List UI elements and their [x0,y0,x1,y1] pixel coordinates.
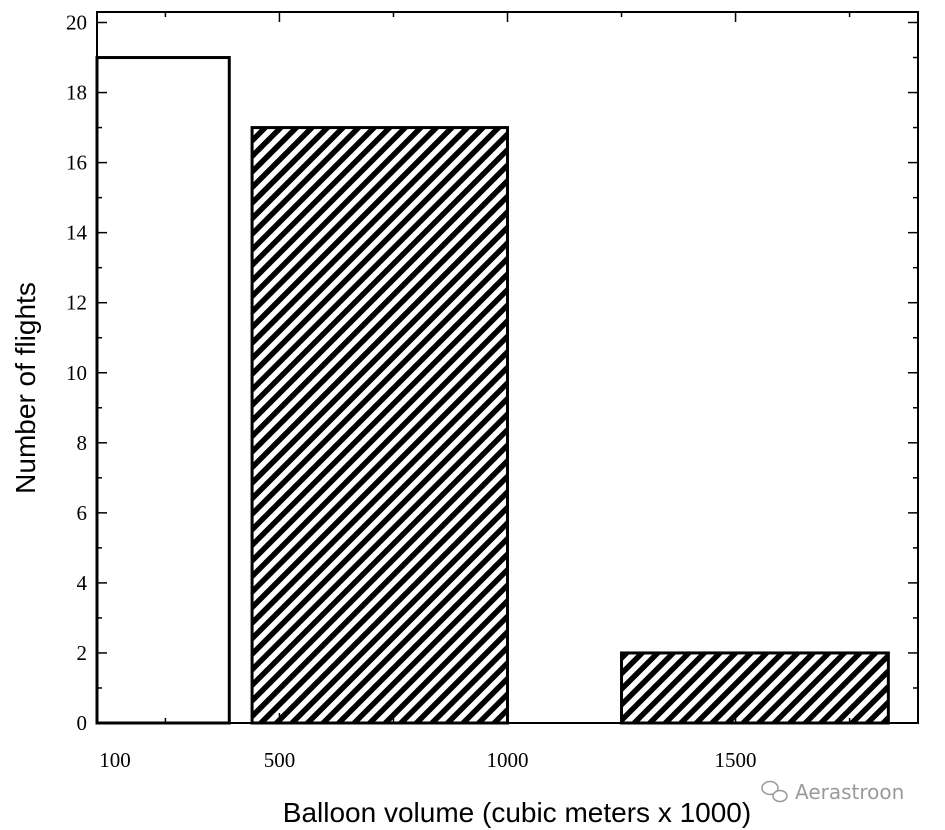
y-tick-label: 4 [77,571,88,595]
x-tick-label: 1000 [487,748,529,772]
bar-3 [620,651,890,725]
bar-2 [250,126,509,725]
y-tick-label: 8 [77,431,88,455]
y-tick-label: 2 [77,641,88,665]
x-tick-label: 500 [264,748,296,772]
y-tick-label: 12 [66,291,87,315]
y-tick-label: 14 [66,221,88,245]
x-tick-label: 100 [99,748,131,772]
x-axis-title: Balloon volume (cubic meters x 1000) [283,797,751,828]
y-tick-label: 6 [77,501,88,525]
y-tick-label: 16 [66,151,87,175]
watermark: Aerastroon [761,780,904,804]
ticks-layer: 0 2 4 6 8 10 12 14 16 18 20 100 500 1000 1500 [66,11,918,772]
bar-1 [95,56,231,725]
y-tick-label: 20 [66,11,87,35]
wechat-icon [761,780,788,803]
watermark-text: Aerastroon [795,780,904,804]
y-tick-label: 18 [66,81,87,105]
y-tick-label: 10 [66,361,87,385]
x-tick-label: 1500 [715,748,757,772]
y-tick-label: 0 [77,711,88,735]
bars-layer [95,56,890,725]
y-axis-title: Number of flights [10,282,41,494]
